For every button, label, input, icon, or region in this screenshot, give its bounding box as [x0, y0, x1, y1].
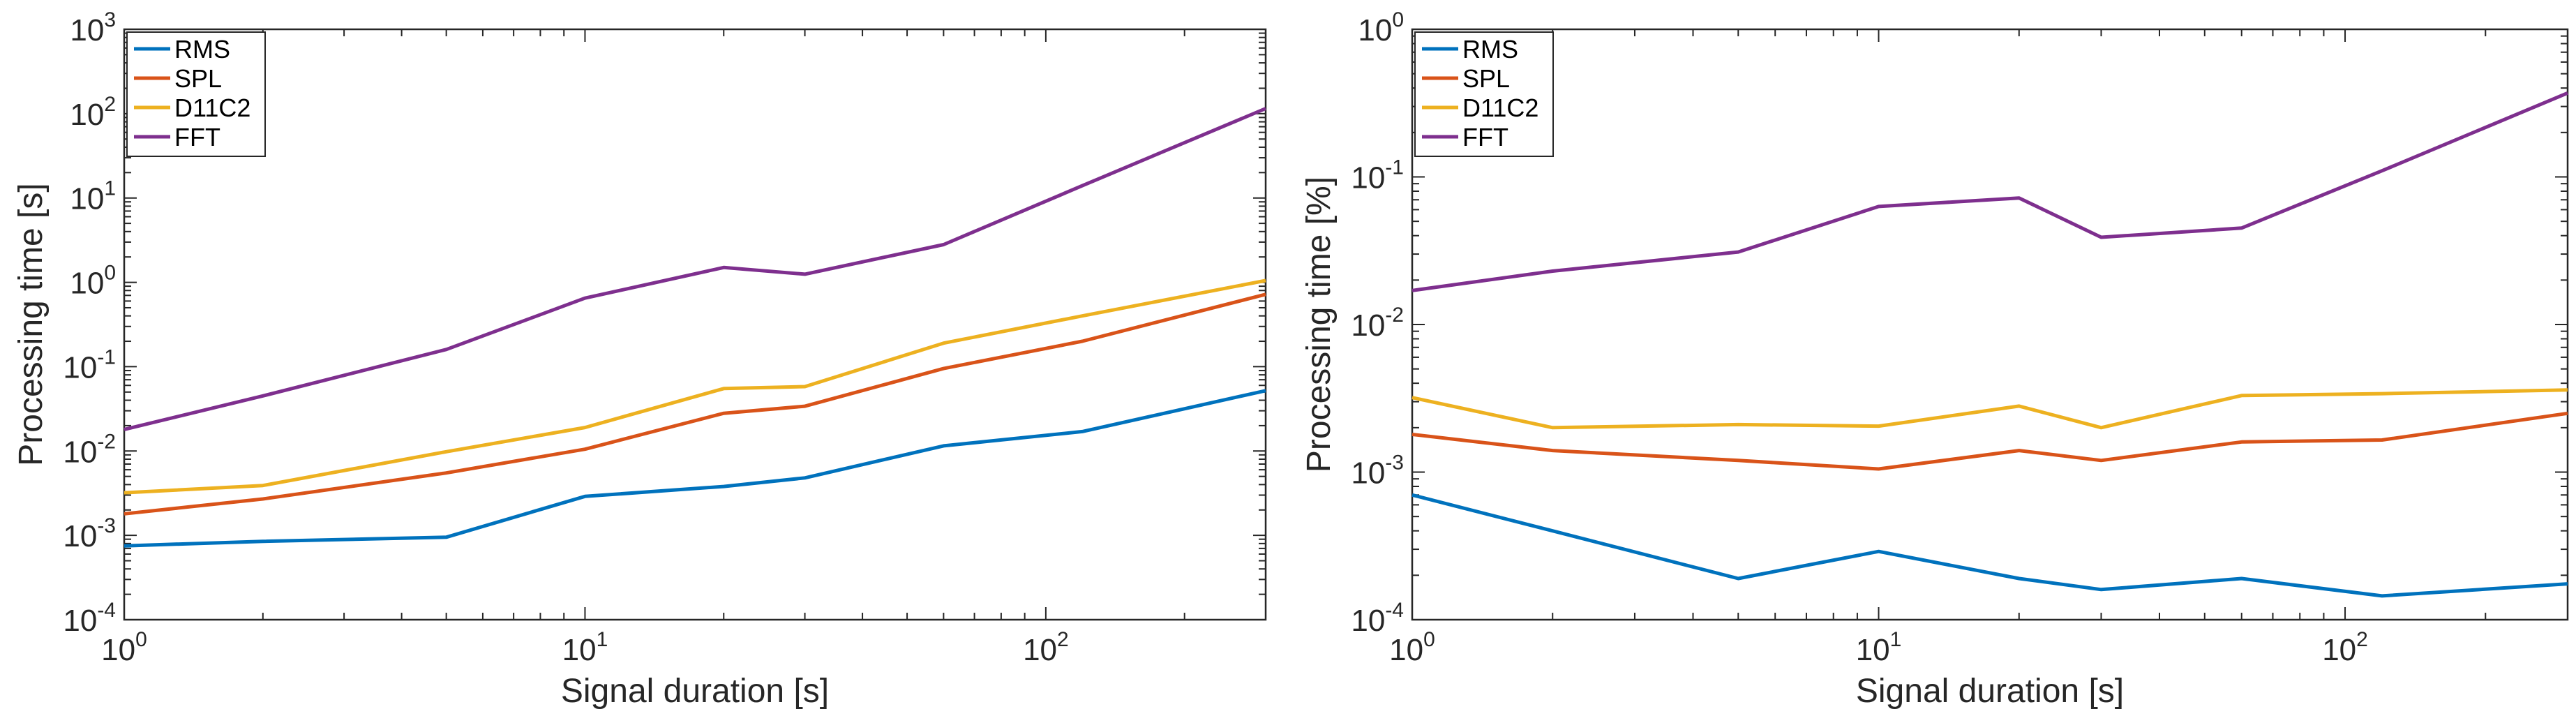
y-tick-label: 10-2 — [1351, 304, 1404, 343]
y-tick-label: 100 — [70, 262, 116, 301]
x-tick-base: 10 — [1389, 633, 1423, 667]
x-tick-base: 10 — [101, 633, 135, 667]
y-tick-base: 10 — [63, 350, 97, 385]
y-tick-base: 10 — [63, 435, 97, 469]
y-tick-exp: -1 — [1385, 156, 1404, 179]
x-axis-label: Signal duration [s] — [561, 673, 829, 710]
y-tick-label: 10-3 — [63, 514, 116, 553]
legend-label-spl: SPL — [1462, 64, 1510, 93]
y-tick-base: 10 — [1351, 456, 1385, 491]
x-tick-exp: 1 — [1890, 628, 1902, 651]
series-line-spl — [123, 292, 1266, 516]
x-tick-label: 102 — [1023, 628, 1069, 667]
x-tick-label: 102 — [2322, 628, 2368, 667]
y-tick-exp: -2 — [1385, 304, 1404, 327]
x-tick-label: 100 — [101, 628, 147, 667]
x-tick-exp: 1 — [597, 628, 608, 651]
y-tick-base: 10 — [70, 98, 104, 132]
plot-area — [123, 28, 1267, 621]
y-tick-exp: -3 — [1385, 452, 1404, 475]
y-tick-exp: 3 — [104, 8, 116, 31]
x-tick-base: 10 — [562, 633, 597, 667]
series-line-rms — [123, 389, 1266, 548]
y-tick-exp: -2 — [97, 430, 116, 453]
y-tick-label: 101 — [70, 177, 116, 216]
x-axis-label: Signal duration [s] — [1856, 673, 2124, 710]
series-line-d11c2 — [1411, 388, 2568, 430]
y-axis-label: Processing time [%] — [1301, 177, 1338, 472]
legend-label-d11c2: D11C2 — [1462, 94, 1538, 122]
y-tick-base: 10 — [70, 267, 104, 301]
x-tick-exp: 2 — [1057, 628, 1069, 651]
y-tick-exp: 1 — [104, 177, 116, 200]
legend-label-spl: SPL — [174, 64, 222, 93]
x-tick-exp: 0 — [135, 628, 147, 651]
y-tick-exp: 0 — [104, 262, 116, 285]
y-tick-label: 103 — [70, 8, 116, 47]
y-tick-label: 10-4 — [63, 599, 116, 638]
y-tick-exp: -1 — [97, 345, 116, 368]
y-axis-label: Processing time [s] — [13, 183, 50, 465]
y-tick-base: 10 — [1358, 13, 1392, 47]
x-tick-base: 10 — [1023, 633, 1057, 667]
legend-label-d11c2: D11C2 — [174, 94, 250, 122]
x-tick-label: 101 — [562, 628, 608, 667]
y-tick-label: 100 — [1358, 8, 1404, 47]
y-tick-base: 10 — [70, 182, 104, 216]
legend-label-rms: RMS — [174, 35, 230, 64]
y-tick-base: 10 — [63, 519, 97, 553]
x-tick-base: 10 — [1856, 633, 1890, 667]
y-tick-label: 10-3 — [1351, 452, 1404, 491]
x-tick-exp: 2 — [2356, 628, 2368, 651]
y-tick-base: 10 — [1351, 604, 1385, 638]
y-tick-label: 10-4 — [1351, 599, 1404, 638]
legend-label-fft: FFT — [174, 123, 220, 151]
y-tick-exp: 2 — [104, 93, 116, 116]
chart-1: 100 101 10210-410-310-210-1100101102103Sig… — [13, 8, 1267, 710]
y-tick-base: 10 — [70, 13, 104, 47]
y-tick-exp: -4 — [97, 599, 116, 622]
series-line-fft — [123, 107, 1266, 431]
y-tick-label: 102 — [70, 93, 116, 132]
legend-box — [126, 31, 266, 157]
y-tick-base: 10 — [63, 604, 97, 638]
series-line-d11c2 — [123, 278, 1266, 495]
y-tick-base: 10 — [1351, 161, 1385, 195]
legend-label-fft: FFT — [1462, 123, 1508, 151]
y-tick-base: 10 — [1351, 308, 1385, 343]
x-tick-base: 10 — [2322, 633, 2356, 667]
x-tick-label: 101 — [1856, 628, 1902, 667]
series-line-fft — [1411, 91, 2568, 292]
plot-area — [1411, 28, 2569, 621]
y-tick-exp: -3 — [97, 514, 116, 537]
legend-label-rms: RMS — [1462, 35, 1518, 64]
x-tick-label: 100 — [1389, 628, 1435, 667]
y-tick-label: 10-1 — [1351, 156, 1404, 195]
series-line-rms — [1411, 493, 2568, 598]
y-tick-exp: -4 — [1385, 599, 1404, 622]
x-tick-exp: 0 — [1423, 628, 1435, 651]
y-tick-label: 10-1 — [63, 345, 116, 385]
y-tick-label: 10-2 — [63, 430, 116, 469]
series-line-spl — [1411, 411, 2568, 471]
y-tick-exp: 0 — [1392, 8, 1404, 31]
